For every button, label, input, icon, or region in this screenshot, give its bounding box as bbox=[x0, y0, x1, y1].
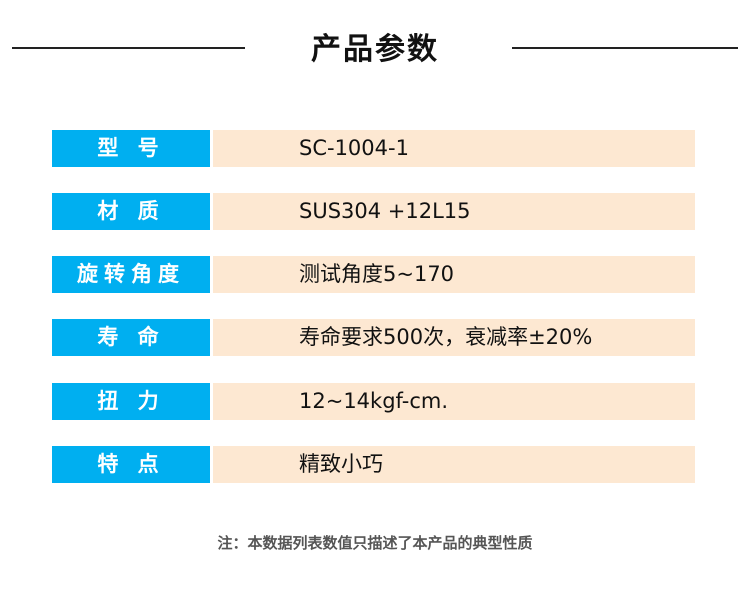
param-value: 精致小巧 bbox=[213, 446, 695, 483]
divider-right bbox=[512, 47, 738, 49]
param-row: 特 点精致小巧 bbox=[52, 446, 695, 483]
param-value: 12~14kgf-cm. bbox=[213, 383, 695, 420]
param-label: 特 点 bbox=[52, 446, 210, 483]
param-label: 材 质 bbox=[52, 193, 210, 230]
param-row: 旋转角度 测试角度5~170 bbox=[52, 256, 695, 293]
param-value: SUS304 +12L15 bbox=[213, 193, 695, 230]
param-row: 材 质 SUS304 +12L15 bbox=[52, 193, 695, 230]
param-value: 测试角度5~170 bbox=[213, 256, 695, 293]
param-label: 扭 力 bbox=[52, 383, 210, 420]
param-row: 寿 命寿命要求500次，衰减率±20% bbox=[52, 319, 695, 356]
param-value: SC-1004-1 bbox=[213, 130, 695, 167]
page-title: 产品参数 bbox=[311, 32, 439, 67]
param-label: 旋转角度 bbox=[52, 256, 210, 293]
divider-left bbox=[12, 47, 245, 49]
param-label: 寿 命 bbox=[52, 319, 210, 356]
param-label: 型 号 bbox=[52, 130, 210, 167]
param-row: 型 号 SC-1004-1 bbox=[52, 130, 695, 167]
footnote: 注：本数据列表数值只描述了本产品的典型性质 bbox=[217, 534, 533, 552]
param-value: 寿命要求500次，衰减率±20% bbox=[213, 319, 695, 356]
param-row: 扭 力 12~14kgf-cm. bbox=[52, 383, 695, 420]
